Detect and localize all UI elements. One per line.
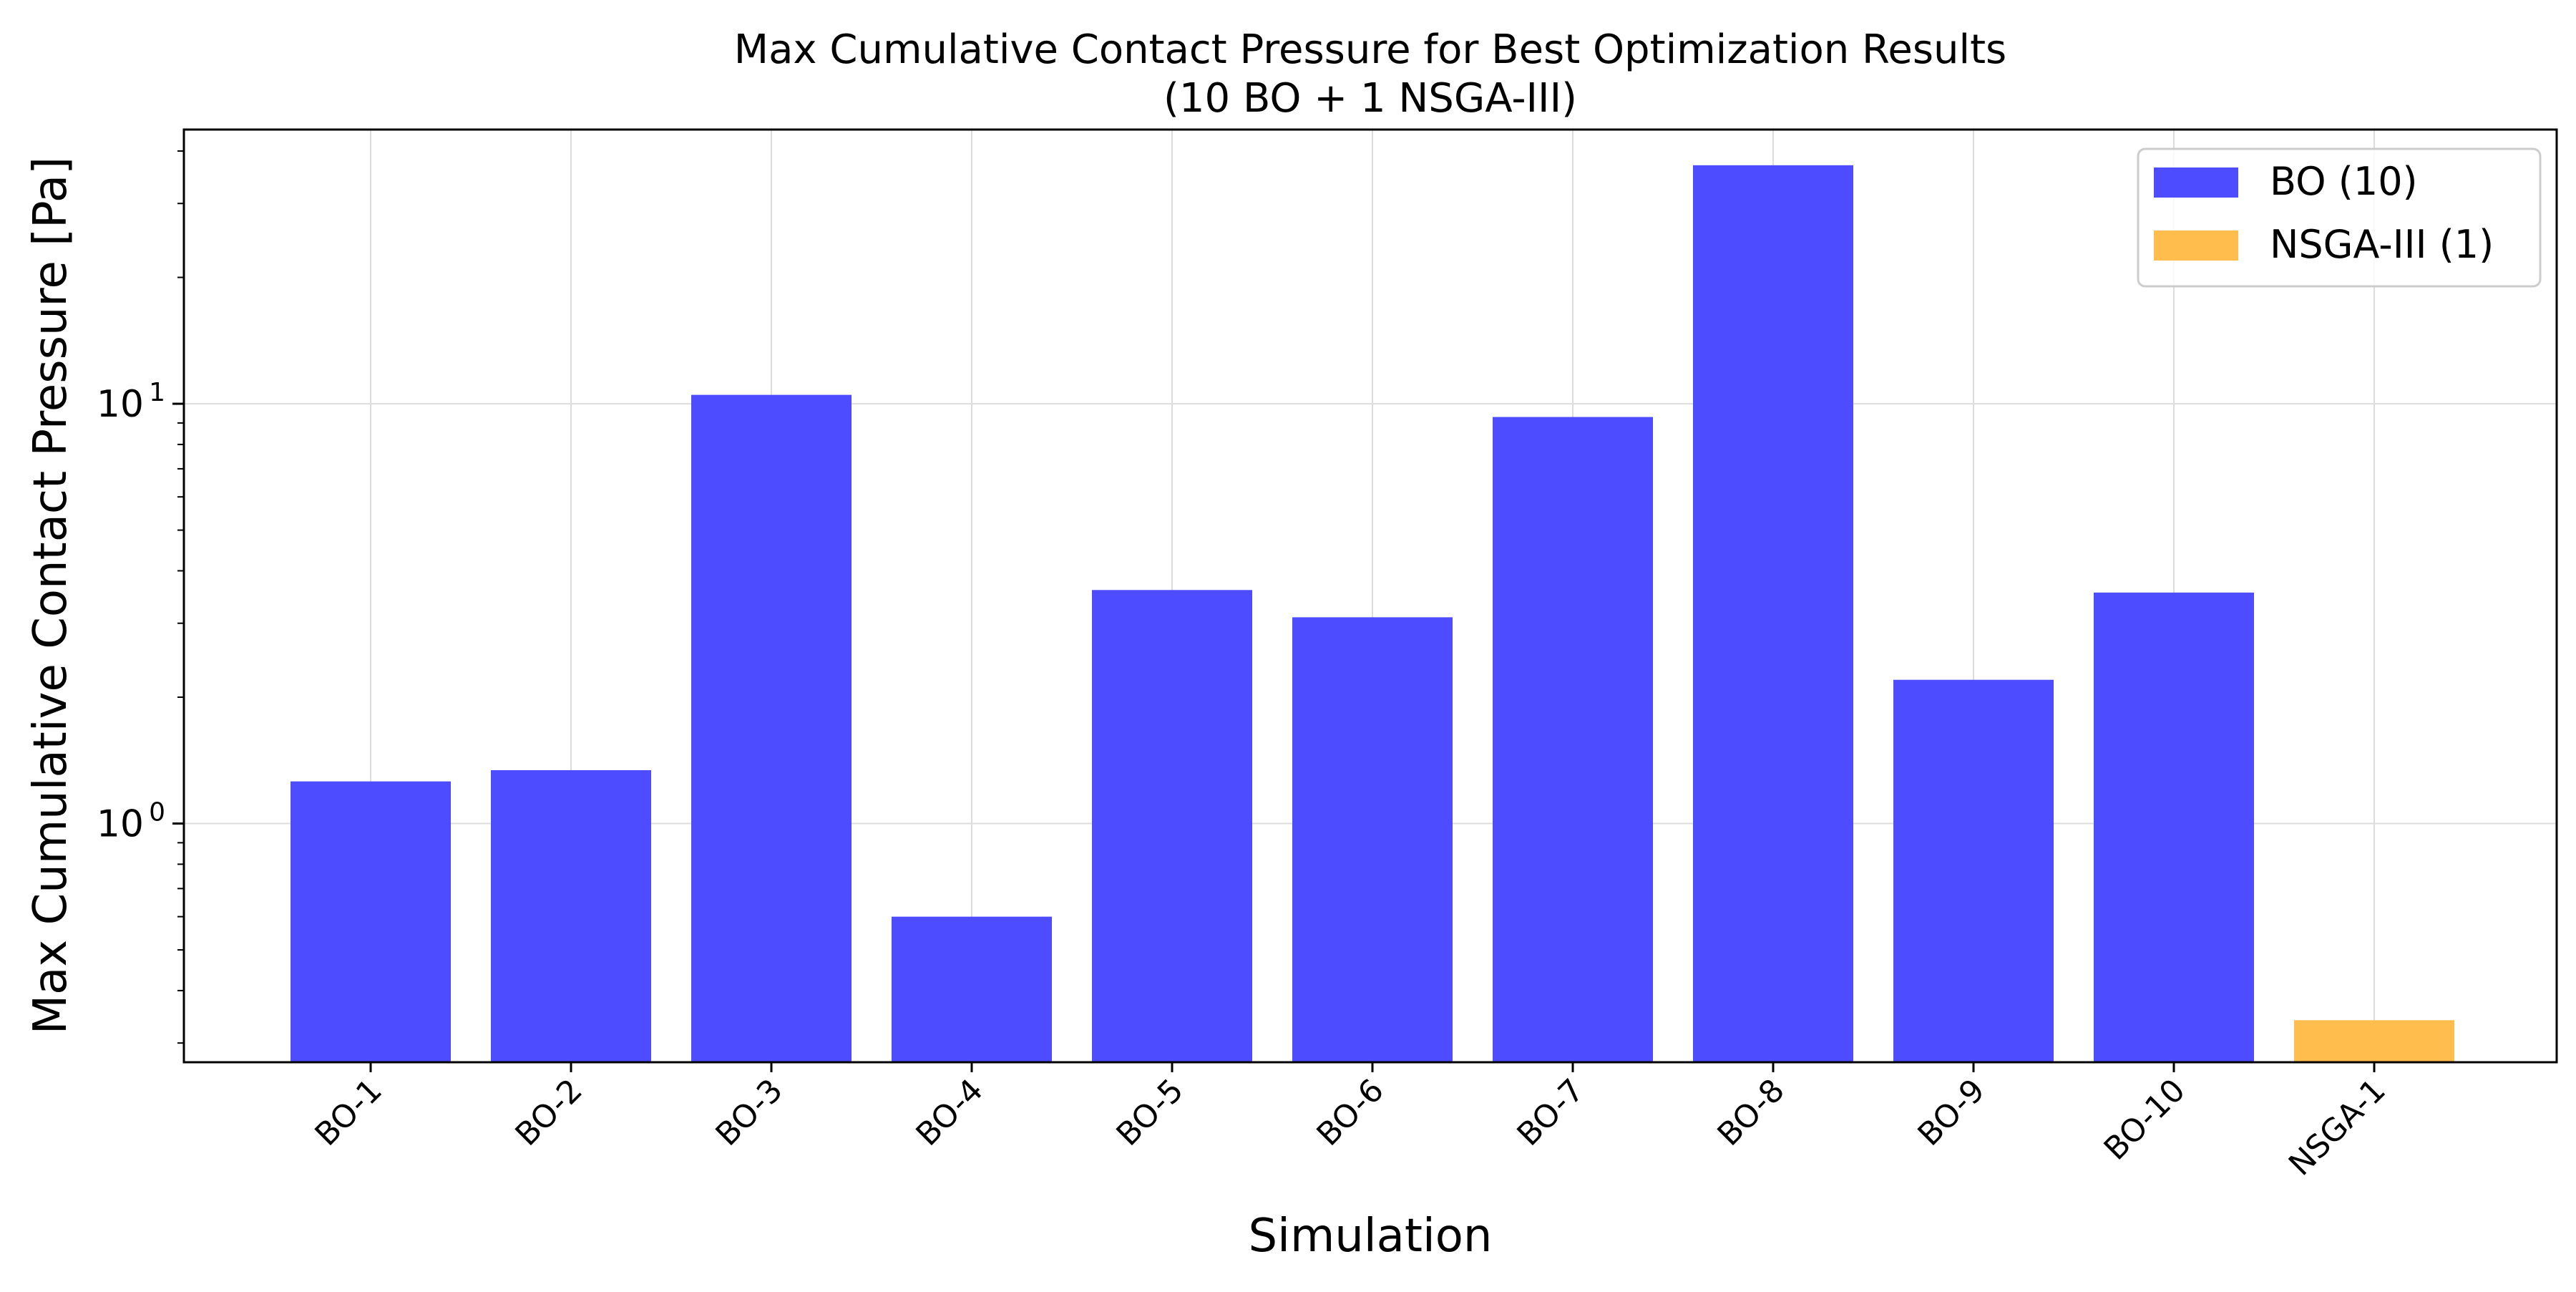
- y-axis-label: Max Cumulative Contact Pressure [Pa]: [24, 157, 77, 1034]
- y-tick-label: 10: [97, 383, 144, 426]
- bar-BO-9: [1893, 679, 2054, 1062]
- bar-BO-3: [691, 394, 852, 1062]
- chart-title: Max Cumulative Contact Pressure for Best…: [734, 26, 2006, 73]
- bars-layer: [291, 165, 2454, 1062]
- bar-BO-8: [1693, 165, 1853, 1062]
- bar-BO-5: [1092, 590, 1252, 1062]
- plot-frame: [182, 128, 2558, 1064]
- chart-subtitle: (10 BO + 1 NSGA-III): [1163, 75, 1577, 122]
- bar-BO-2: [491, 769, 651, 1062]
- legend-label: BO (10): [2270, 159, 2418, 204]
- legend: BO (10) NSGA-III (1): [2137, 147, 2542, 288]
- y-tick-label: 10: [97, 803, 144, 846]
- bar-BO-1: [291, 781, 451, 1062]
- y-tick-exponent: 0: [149, 798, 165, 827]
- legend-label: NSGA-III (1): [2270, 222, 2494, 267]
- legend-swatch: [2154, 230, 2238, 261]
- x-axis-label: Simulation: [1249, 1210, 1493, 1263]
- bar-BO-10: [2094, 592, 2254, 1062]
- legend-swatch: [2154, 167, 2238, 198]
- bar-BO-6: [1292, 617, 1453, 1062]
- bar-BO-4: [892, 916, 1052, 1062]
- bar-NSGA-1: [2294, 1020, 2454, 1062]
- bar-BO-7: [1493, 417, 1653, 1062]
- legend-box: [2137, 147, 2542, 288]
- y-tick-exponent: 1: [149, 378, 165, 407]
